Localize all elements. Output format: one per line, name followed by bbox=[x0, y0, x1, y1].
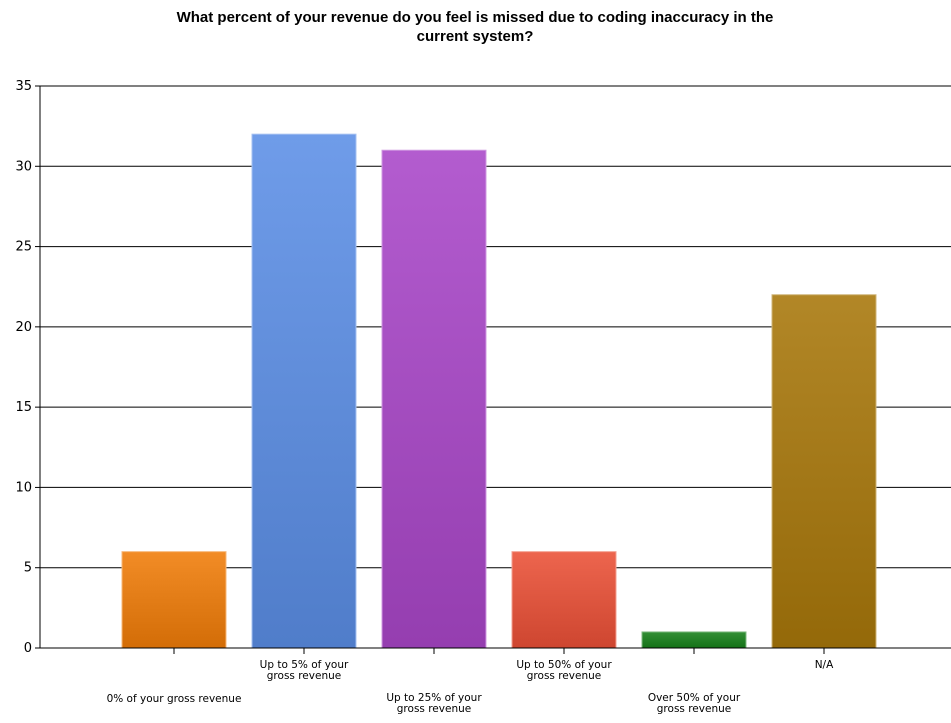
y-tick-label: 20 bbox=[15, 320, 32, 335]
bars bbox=[121, 133, 877, 649]
category-label: 0% of your gross revenue bbox=[107, 693, 242, 705]
y-tick-label: 35 bbox=[15, 79, 32, 94]
category-label: Over 50% of your gross revenue bbox=[648, 692, 741, 715]
y-tick-label: 5 bbox=[24, 561, 32, 576]
bar bbox=[641, 631, 747, 649]
category-label: N/A bbox=[815, 659, 834, 671]
y-tick-label: 0 bbox=[24, 641, 32, 656]
chart-title: What percent of your revenue do you feel… bbox=[176, 9, 774, 45]
bar bbox=[251, 133, 357, 649]
y-tick-label: 30 bbox=[15, 159, 32, 174]
y-tick-label: 25 bbox=[15, 240, 32, 255]
category-label: Up to 25% of your gross revenue bbox=[386, 692, 482, 715]
bar bbox=[381, 149, 487, 649]
bar bbox=[121, 551, 227, 649]
category-label: Up to 5% of your gross revenue bbox=[260, 659, 349, 682]
labels: 0 5 10 15 20 25 30 35 0% of your gross revenue Up… bbox=[15, 79, 834, 715]
y-tick-label: 10 bbox=[15, 480, 32, 495]
category-label: Up to 50% of your gross revenue bbox=[516, 659, 612, 682]
y-tick-label: 15 bbox=[15, 400, 32, 415]
bar bbox=[511, 551, 617, 649]
axes bbox=[35, 85, 951, 654]
bar bbox=[771, 294, 877, 649]
